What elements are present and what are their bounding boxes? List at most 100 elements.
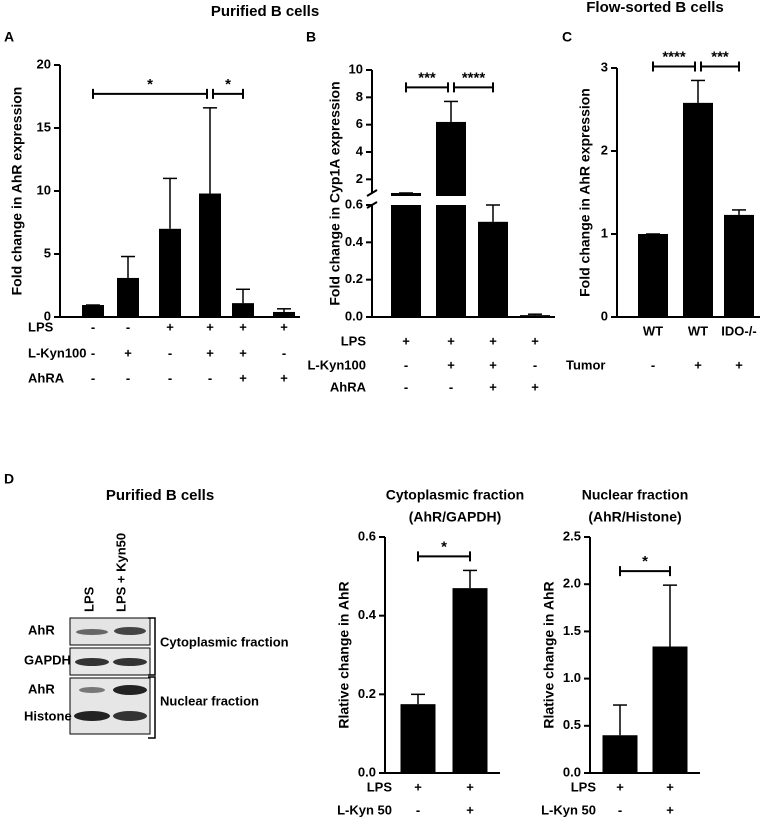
y-tick-label: 0 bbox=[601, 308, 608, 323]
fraction-label: Cytoplasmic fraction bbox=[160, 634, 289, 649]
axis-break bbox=[366, 189, 378, 197]
treatment-sign: - bbox=[126, 370, 130, 385]
treatment-sign: + bbox=[489, 379, 497, 394]
panel-label: D bbox=[4, 471, 14, 487]
treatment-sign: + bbox=[735, 357, 743, 372]
significance-label: *** bbox=[418, 69, 436, 86]
bar bbox=[117, 277, 139, 317]
significance-label: * bbox=[225, 76, 231, 93]
bar bbox=[520, 315, 550, 317]
treatment-sign: + bbox=[124, 345, 132, 360]
treatment-sign: + bbox=[694, 357, 702, 372]
treatment-sign: + bbox=[447, 357, 455, 372]
treatment-sign: + bbox=[466, 802, 474, 817]
blot-band bbox=[79, 687, 105, 693]
y-tick-label: 0.0 bbox=[358, 764, 376, 779]
blot-band bbox=[75, 658, 109, 666]
y-tick-label: 10 bbox=[349, 61, 363, 76]
treatment-sign: - bbox=[533, 357, 537, 372]
fraction-label: Nuclear fraction bbox=[160, 693, 259, 708]
treatment-name: LPS bbox=[28, 319, 54, 334]
chart-subtitle: (AhR/Histone) bbox=[588, 509, 681, 525]
treatment-sign: - bbox=[416, 802, 420, 817]
treatment-name: LPS bbox=[571, 779, 597, 794]
blot-title: Purified B cells bbox=[106, 487, 214, 504]
y-tick-label: 2 bbox=[601, 142, 608, 157]
treatment-name: L-Kyn 50 bbox=[541, 802, 596, 817]
y-tick-label: 3 bbox=[601, 59, 608, 74]
y-tick-label: 4 bbox=[356, 143, 364, 158]
treatment-sign: - bbox=[208, 370, 212, 385]
y-tick-label: 0.4 bbox=[345, 234, 364, 249]
treatment-sign: - bbox=[91, 319, 95, 334]
lane-label: LPS bbox=[81, 586, 96, 612]
treatment-sign: + bbox=[466, 779, 474, 794]
significance-label: * bbox=[147, 76, 153, 93]
chart-title: Cytoplasmic fraction bbox=[386, 487, 524, 503]
treatment-sign: + bbox=[280, 370, 288, 385]
y-tick-label: 6 bbox=[356, 116, 363, 131]
lane-label: LPS + Kyn50 bbox=[113, 533, 128, 612]
y-tick-label: 0.2 bbox=[358, 686, 376, 701]
bracket bbox=[148, 617, 156, 676]
significance-label: **** bbox=[662, 48, 686, 65]
bar bbox=[391, 193, 421, 196]
treatment-sign: + bbox=[206, 319, 214, 334]
significance-label: **** bbox=[462, 69, 486, 86]
treatment-name: LPS bbox=[367, 779, 393, 794]
panel-label: C bbox=[562, 29, 572, 45]
treatment-sign: - bbox=[404, 379, 408, 394]
treatment-sign: + bbox=[239, 370, 247, 385]
blot-band bbox=[76, 629, 108, 635]
significance-bracket bbox=[92, 88, 208, 99]
treatment-sign: + bbox=[489, 357, 497, 372]
treatment-name: L-Kyn 50 bbox=[337, 802, 392, 817]
y-tick-label: 2.0 bbox=[563, 576, 581, 591]
bar bbox=[602, 735, 638, 773]
x-tick-label: WT bbox=[643, 323, 663, 338]
treatment-sign: + bbox=[531, 379, 539, 394]
significance-label: * bbox=[441, 538, 447, 555]
y-tick-label: 2 bbox=[356, 171, 363, 186]
treatment-name: L-Kyn100 bbox=[28, 345, 87, 360]
blot-row-label: Histone bbox=[24, 708, 72, 723]
treatment-sign: + bbox=[666, 802, 674, 817]
treatment-sign: + bbox=[447, 333, 455, 348]
treatment-sign: - bbox=[126, 319, 130, 334]
bar bbox=[82, 305, 104, 317]
treatment-sign: + bbox=[402, 333, 410, 348]
treatment-name: Tumor bbox=[566, 357, 605, 372]
significance-label: * bbox=[642, 553, 648, 570]
treatment-sign: + bbox=[531, 333, 539, 348]
y-tick-label: 0.2 bbox=[345, 271, 363, 286]
y-tick-label: 0.6 bbox=[345, 196, 363, 211]
panel-label: B bbox=[306, 29, 316, 45]
treatment-sign: + bbox=[666, 779, 674, 794]
significance-bracket bbox=[700, 61, 740, 72]
y-tick-label: 1.5 bbox=[563, 623, 581, 638]
chart-title: Nuclear fraction bbox=[582, 487, 689, 503]
bar bbox=[452, 588, 488, 773]
y-axis-label: Fold change in AhR expression bbox=[9, 87, 25, 296]
y-tick-label: 1.0 bbox=[563, 670, 581, 685]
treatment-sign: - bbox=[91, 345, 95, 360]
bar bbox=[652, 646, 688, 773]
y-axis-label: Rlative change in AhR bbox=[541, 581, 557, 728]
bar bbox=[478, 221, 508, 317]
y-tick-label: 0 bbox=[44, 308, 51, 323]
bar bbox=[638, 234, 668, 317]
treatment-name: LPS bbox=[341, 333, 367, 348]
western-blot: Purified B cells LPS LPS + Kyn50 AhR GAP… bbox=[24, 487, 289, 739]
y-tick-label: 0.0 bbox=[563, 764, 581, 779]
panel-label: A bbox=[4, 29, 14, 45]
significance-bracket bbox=[212, 88, 244, 99]
bar bbox=[159, 228, 181, 317]
treatment-sign: + bbox=[616, 779, 624, 794]
significance-bracket bbox=[417, 551, 471, 562]
y-axis-label: Rlative change in AhR bbox=[336, 581, 352, 728]
y-tick-label: 0.0 bbox=[345, 308, 363, 323]
blot-band bbox=[113, 711, 147, 721]
treatment-name: L-Kyn100 bbox=[307, 357, 366, 372]
significance-bracket bbox=[405, 82, 449, 93]
